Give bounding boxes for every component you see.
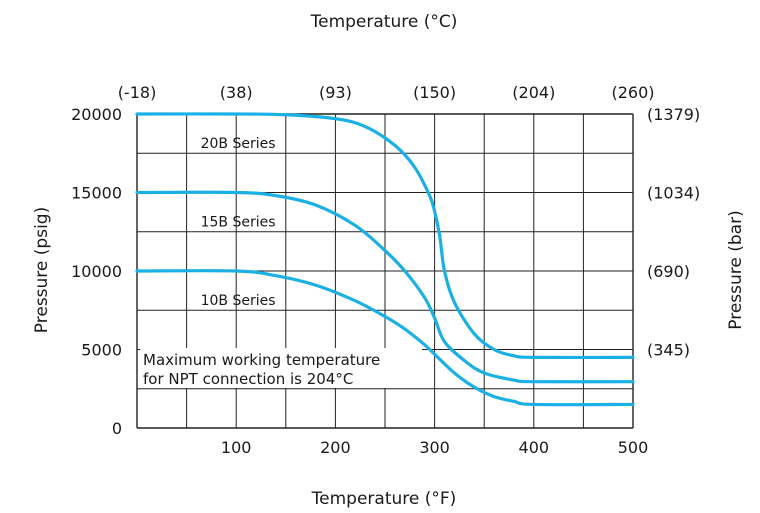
y2-axis-label: Pressure (bar) (726, 210, 746, 329)
y-tick-label: 15000 (71, 184, 122, 203)
series-line-0 (135, 112, 635, 360)
tick-labels: 100 200 300 400 500 (-18) (38) (93) (150) (204) (2… (71, 83, 700, 457)
x-tick-label: 200 (320, 438, 351, 457)
series-label-2: 10B Series (201, 293, 276, 309)
series-label-1: 15B Series (201, 215, 276, 231)
x2-tick-label: (93) (319, 83, 352, 102)
y-tick-label: 5000 (81, 341, 122, 360)
y2-tick-label: (1034) (647, 184, 700, 203)
x-axis-label: Temperature (°F) (311, 489, 457, 509)
chart-title: Temperature (°C) (310, 12, 458, 32)
annotation-line-1: Maximum working temperature (143, 351, 380, 369)
series-label-0: 20B Series (201, 136, 276, 152)
y2-tick-label: (1379) (647, 105, 700, 124)
x-tick-label: 300 (419, 438, 450, 457)
y-tick-label: 20000 (71, 105, 122, 124)
y2-tick-label: (345) (647, 341, 690, 360)
series-line-1 (135, 190, 635, 384)
series-line-2 (135, 269, 635, 407)
series-lines: 20B Series 15B Series 10B Series (135, 112, 635, 407)
annotation-line-2: for NPT connection is 204°C (143, 370, 353, 388)
x2-tick-label: (150) (413, 83, 456, 102)
x-tick-label: 500 (618, 438, 649, 457)
x2-tick-label: (260) (611, 83, 654, 102)
x-tick-label: 100 (221, 438, 252, 457)
annotation-background (140, 348, 422, 388)
y-tick-label: 0 (112, 419, 122, 438)
x-tick-label: 400 (519, 438, 550, 457)
x2-tick-label: (204) (512, 83, 555, 102)
y2-tick-label: (690) (647, 262, 690, 281)
y-tick-label: 10000 (71, 262, 122, 281)
x2-tick-label: (-18) (118, 83, 157, 102)
y-axis-label: Pressure (psig) (32, 207, 52, 333)
x2-tick-label: (38) (220, 83, 253, 102)
